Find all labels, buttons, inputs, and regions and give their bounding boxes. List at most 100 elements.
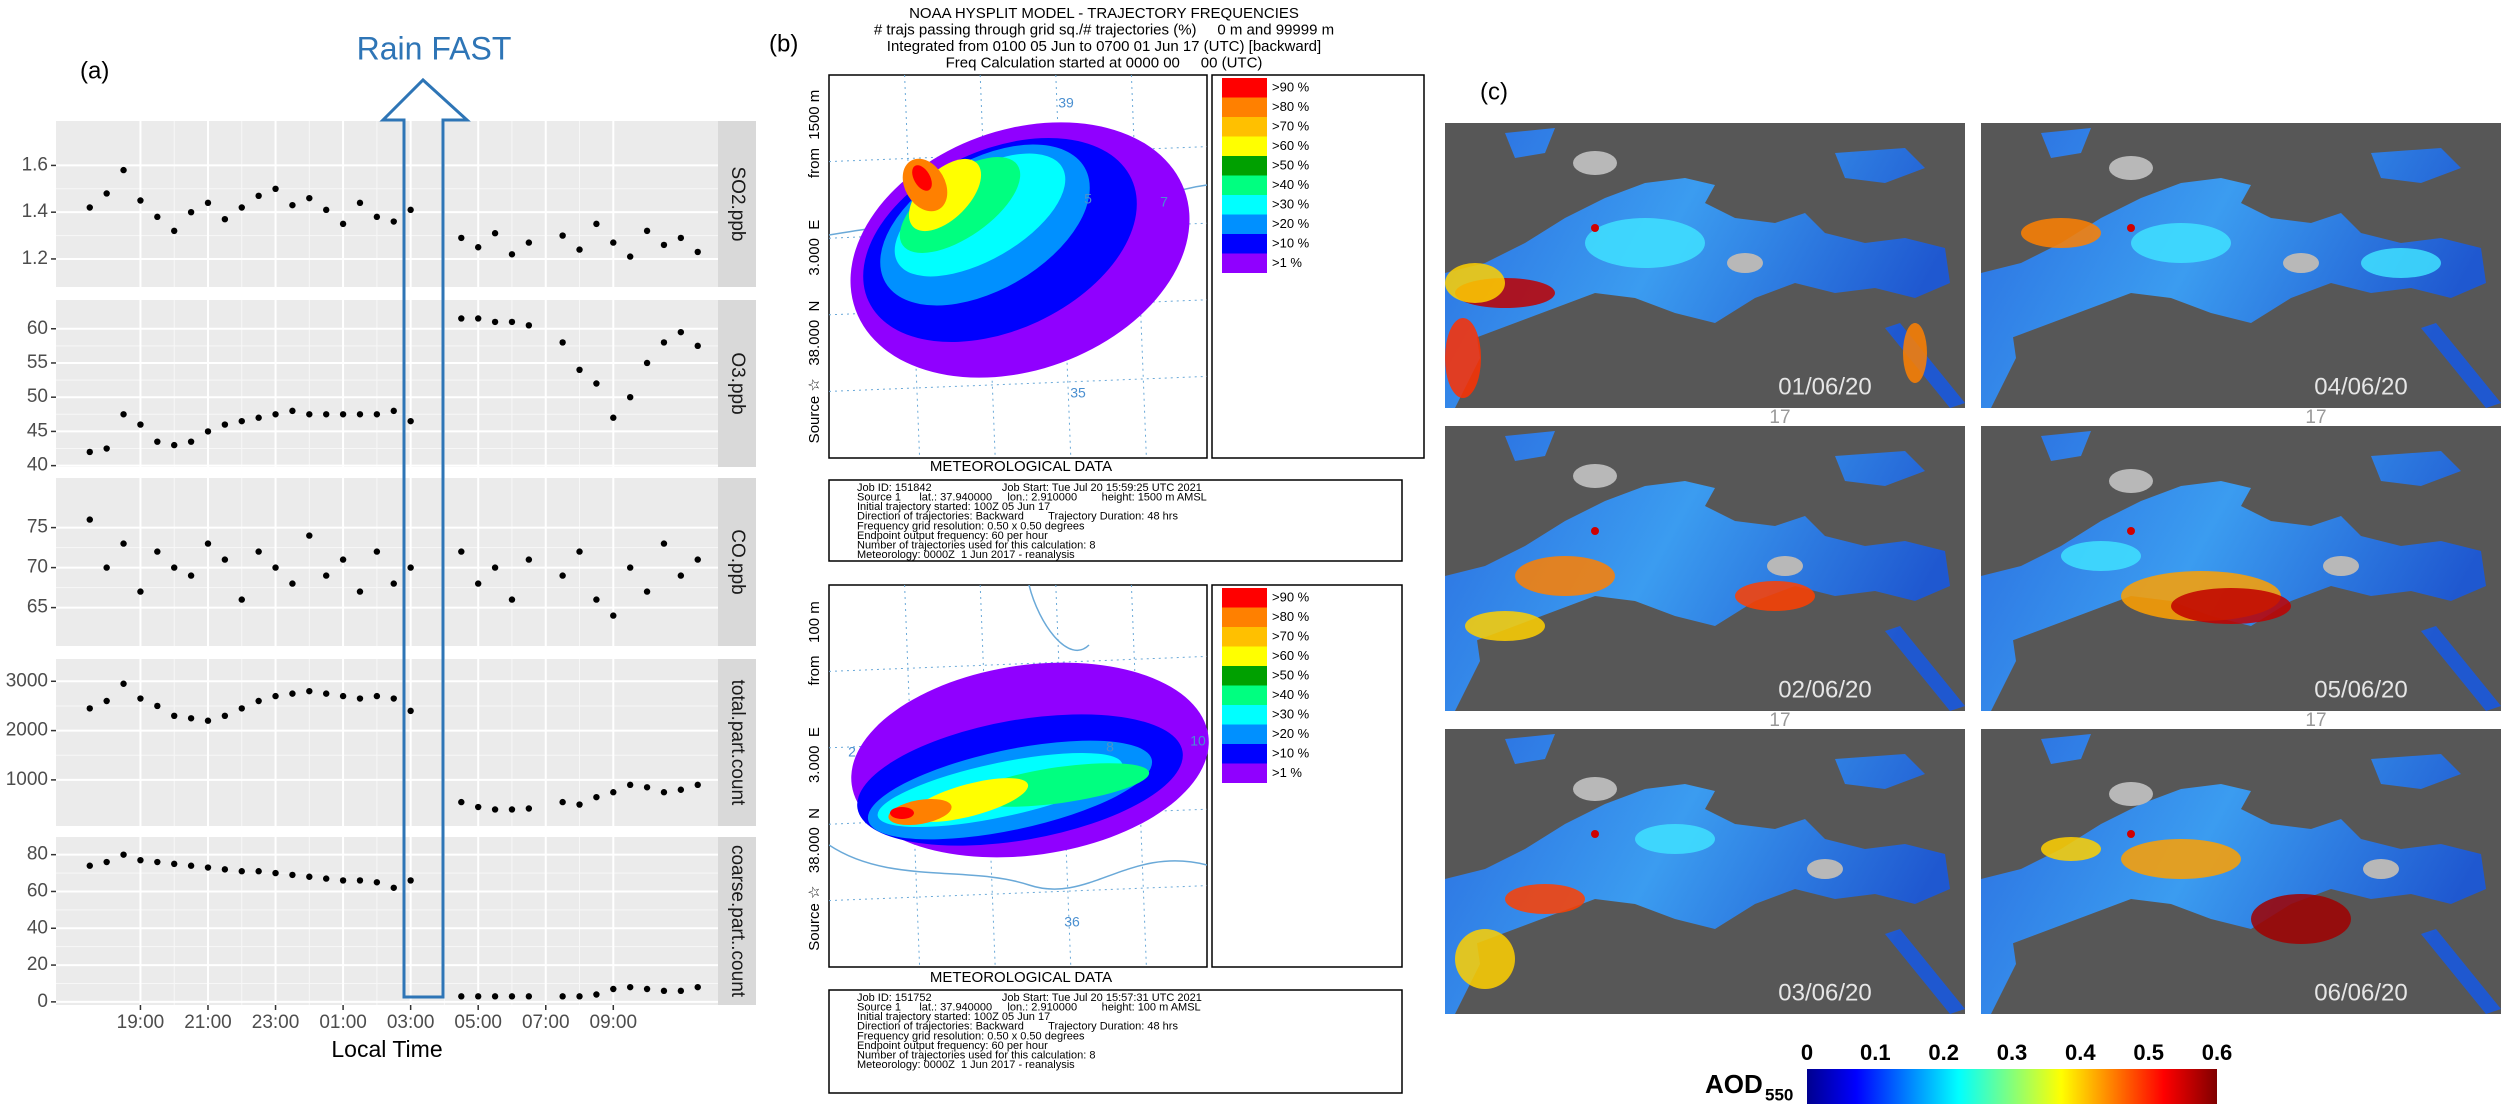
point: [103, 190, 110, 197]
legend-swatch: [1222, 136, 1267, 156]
aod-hotspot: [1635, 824, 1715, 854]
y-tick-label: 40: [27, 455, 48, 476]
map-date: 05/06/20: [2314, 676, 2407, 703]
point: [576, 366, 583, 374]
point: [508, 596, 516, 603]
info-line: Direction of trajectories: Backward Traj…: [857, 511, 1178, 523]
info-line: Direction of trajectories: Backward Traj…: [857, 1021, 1178, 1033]
info-line: Job ID: 151752 Job Start: Tue Jul 20 15:…: [857, 992, 1202, 1004]
y-tick-label: 1.6: [22, 154, 48, 175]
aod-map: [1445, 729, 1965, 1014]
point: [154, 702, 161, 710]
panel-label: (c): [1480, 78, 1508, 105]
point: [593, 793, 600, 801]
point: [120, 166, 127, 174]
point: [289, 201, 296, 209]
lon-line: [1130, 585, 1147, 967]
aod-hotspot: [2021, 218, 2101, 248]
point: [559, 232, 566, 239]
point: [187, 862, 195, 869]
point: [390, 884, 397, 891]
grid-label: 36: [1064, 914, 1080, 930]
legend-swatch: [1222, 627, 1267, 647]
point: [508, 251, 516, 258]
aod-hotspot: [1505, 884, 1585, 914]
map-date: 01/06/20: [1778, 373, 1871, 400]
point: [323, 690, 330, 697]
point: [525, 805, 533, 812]
y-tick-label: 70: [27, 557, 48, 578]
aod-map: [1981, 729, 2501, 1014]
legend-label: >40 %: [1272, 177, 1310, 192]
grid-label: 39: [1058, 95, 1074, 111]
legend-swatch: [1222, 214, 1267, 234]
point: [204, 864, 212, 871]
legend-swatch: [1222, 588, 1267, 608]
panel-a: 1.2 1.4 1.6 SO2.ppb 40 45 50 55 60 O3.ppb 65 70 75 CO…: [6, 121, 756, 1062]
point: [576, 993, 583, 1000]
info-line: Source 1 lat.: 37.940000 lon.: 2.910000 …: [857, 1002, 1201, 1014]
legend-swatch: [1222, 175, 1267, 195]
annotation: Rain FAST: [357, 30, 512, 66]
sea: [1445, 431, 1965, 711]
info-line: Initial trajectory started: 100Z 05 Jun …: [857, 501, 1050, 513]
legend-label: >80 %: [1272, 99, 1310, 114]
point: [610, 789, 617, 796]
legend-swatch: [1222, 763, 1267, 783]
legend-swatch: [1222, 97, 1267, 117]
point: [171, 441, 178, 449]
point: [238, 705, 245, 712]
aod-hotspot: [2361, 248, 2441, 278]
point: [491, 806, 499, 813]
point: [491, 993, 499, 1000]
point: [171, 227, 178, 235]
legend-label: >40 %: [1272, 687, 1310, 702]
info-line: Frequency grid resolution: 0.50 x 0.50 d…: [857, 520, 1085, 532]
grid-label: 10: [1190, 733, 1206, 749]
point: [306, 411, 313, 418]
point: [103, 564, 110, 571]
point: [390, 407, 397, 415]
lon-line: [904, 75, 921, 458]
site-marker: [2127, 527, 2135, 535]
legend-label: >20 %: [1272, 216, 1310, 231]
map-area: [829, 585, 1207, 967]
lon-line: [1055, 585, 1072, 967]
frequency-contour: [890, 807, 914, 819]
point: [306, 532, 313, 539]
point: [610, 612, 617, 619]
point: [525, 322, 533, 329]
point: [677, 328, 685, 336]
facet-background: [56, 659, 718, 826]
cloud: [2283, 253, 2319, 273]
panel-c: 01/06/20 17 04/06/20 17 02/06/20 17 05/06/20 17…: [1445, 123, 2501, 1104]
legend-swatch: [1222, 744, 1267, 764]
point: [474, 315, 482, 322]
info-line: Number of trajectories used for this cal…: [857, 1050, 1095, 1062]
point: [694, 248, 701, 256]
legend-label: >50 %: [1272, 667, 1310, 682]
point: [525, 993, 533, 1000]
point: [255, 414, 262, 421]
y-tick-label: 65: [27, 597, 48, 618]
point: [255, 548, 262, 555]
point: [694, 556, 701, 563]
legend-label: >50 %: [1272, 157, 1310, 172]
point: [238, 417, 245, 425]
y-tick-label: 45: [27, 420, 48, 441]
point: [289, 580, 296, 587]
point: [474, 580, 482, 587]
stray-label: 17: [2305, 407, 2326, 428]
point: [120, 680, 127, 687]
site-marker: [1591, 527, 1599, 535]
point: [323, 875, 330, 882]
point: [238, 204, 245, 211]
y-tick-label: 55: [27, 352, 48, 373]
info-box: [828, 989, 1403, 1094]
aod-hotspot: [2041, 837, 2101, 861]
info-line: Initial trajectory started: 100Z 05 Jun …: [857, 1011, 1050, 1023]
point: [525, 239, 533, 246]
lon-line: [979, 585, 996, 967]
facet: 40 45 50 55 60 O3.ppb: [27, 300, 756, 476]
